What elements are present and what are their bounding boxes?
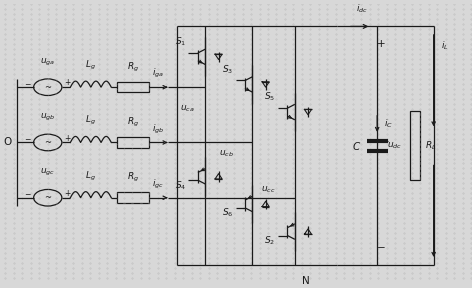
Text: $u_{cc}$: $u_{cc}$ (261, 185, 276, 195)
Text: $L_g$: $L_g$ (85, 59, 96, 72)
Text: $S_3$: $S_3$ (222, 63, 233, 75)
Text: ~: ~ (44, 138, 51, 147)
Text: $i_{gc}$: $i_{gc}$ (152, 178, 164, 191)
Text: $-$: $-$ (24, 78, 31, 87)
Text: $+$: $+$ (64, 188, 72, 198)
Text: $i_C$: $i_C$ (384, 118, 393, 130)
Text: $S_4$: $S_4$ (175, 179, 186, 192)
Text: O: O (4, 137, 12, 147)
Text: $L_g$: $L_g$ (85, 169, 96, 183)
Text: $R_g$: $R_g$ (127, 116, 139, 129)
Bar (410, 111, 420, 181)
Text: $R_L$: $R_L$ (425, 140, 436, 152)
Text: $i_{gb}$: $i_{gb}$ (152, 122, 164, 136)
Text: $u_{gc}$: $u_{gc}$ (40, 167, 55, 178)
Text: $u_{gb}$: $u_{gb}$ (40, 112, 56, 123)
Text: $S_2$: $S_2$ (264, 234, 276, 247)
Text: $i_{ga}$: $i_{ga}$ (152, 67, 164, 80)
Text: $i_{dc}$: $i_{dc}$ (356, 3, 368, 15)
Text: $L_g$: $L_g$ (85, 114, 96, 127)
Text: $u_{cb}$: $u_{cb}$ (219, 148, 234, 158)
Text: $u_{ca}$: $u_{ca}$ (179, 104, 194, 114)
Bar (118, 192, 149, 203)
Text: $i_L$: $i_L$ (441, 39, 448, 52)
Text: N: N (302, 276, 309, 287)
Bar (118, 137, 149, 148)
Text: $R_g$: $R_g$ (127, 60, 139, 74)
Text: $+$: $+$ (376, 37, 386, 48)
Text: $u_{dc}$: $u_{dc}$ (387, 141, 402, 151)
Text: $-$: $-$ (24, 188, 31, 197)
Bar (118, 82, 149, 92)
Text: ~: ~ (44, 193, 51, 202)
Text: $R_g$: $R_g$ (127, 171, 139, 184)
Text: ~: ~ (44, 83, 51, 92)
Text: $-$: $-$ (376, 241, 386, 251)
Text: $S_5$: $S_5$ (264, 91, 276, 103)
Text: $u_{ga}$: $u_{ga}$ (40, 57, 55, 68)
Text: $+$: $+$ (64, 132, 72, 143)
Text: $+$: $+$ (64, 77, 72, 87)
Text: $-$: $-$ (24, 133, 31, 142)
Text: $C$: $C$ (352, 140, 361, 152)
Text: $S_1$: $S_1$ (175, 35, 186, 48)
Text: $S_6$: $S_6$ (222, 207, 233, 219)
